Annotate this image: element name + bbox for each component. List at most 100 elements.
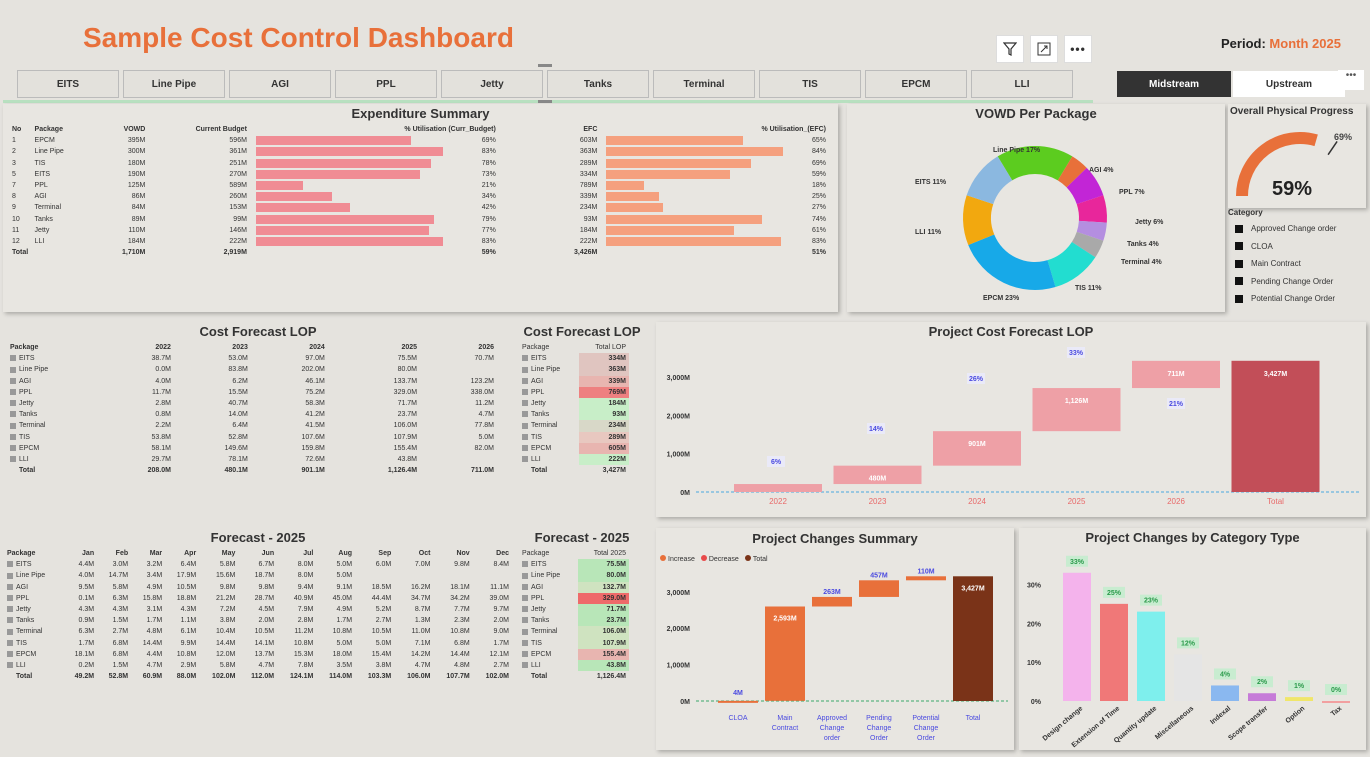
table-row[interactable]: Terminal 6.3M 2.7M 4.8M 6.1M 10.4M 10.5M 11.2M 1… bbox=[4, 626, 512, 637]
expand-icon[interactable] bbox=[10, 355, 16, 362]
category-legend-item[interactable]: Potential Change Order bbox=[1235, 290, 1366, 308]
table-row[interactable]: TIS 107.9M bbox=[519, 637, 629, 649]
table-row[interactable]: EITS 38.7M 53.0M 97.0M 75.5M 70.7M bbox=[7, 353, 497, 364]
table-row[interactable]: Line Pipe 4.0M 14.7M 3.4M 17.9M 15.6M 18.7M 8.0… bbox=[4, 570, 512, 581]
col-header[interactable]: VOWD bbox=[123, 126, 146, 134]
col-header[interactable]: Package bbox=[522, 550, 550, 558]
table-row[interactable]: 2 Line Pipe 300M 361M 83% 363M 84% bbox=[9, 146, 829, 157]
expand-icon[interactable] bbox=[522, 377, 528, 384]
table-row[interactable]: Line Pipe 363M bbox=[519, 364, 629, 376]
table-row[interactable]: TIS 1.7M 6.8M 14.4M 9.9M 14.4M 14.1M 10.8M 5.0M 5… bbox=[4, 638, 512, 649]
table-row[interactable]: 8 AGI 86M 260M 34% 339M 25% bbox=[9, 191, 829, 202]
category-legend-item[interactable]: Pending Change Order bbox=[1235, 273, 1366, 291]
expand-icon[interactable] bbox=[7, 650, 13, 657]
expand-icon[interactable] bbox=[522, 400, 528, 407]
table-row[interactable]: Line Pipe 80.0M bbox=[519, 570, 629, 582]
expand-icon[interactable] bbox=[522, 595, 528, 601]
expand-icon[interactable] bbox=[10, 456, 16, 463]
table-row[interactable]: Terminal 234M bbox=[519, 420, 629, 432]
col-header[interactable]: Nov bbox=[456, 550, 470, 558]
focus-mode-icon[interactable] bbox=[1030, 35, 1058, 63]
tab-jetty[interactable]: Jetty bbox=[441, 70, 543, 98]
expand-icon[interactable] bbox=[10, 411, 16, 418]
table-row[interactable]: Tanks 0.9M 1.5M 1.7M 1.1M 3.8M 2.0M 2.8M 1.7M 2.7… bbox=[4, 615, 512, 626]
tab-ppl[interactable]: PPL bbox=[335, 70, 437, 98]
table-row[interactable]: AGI 4.0M 6.2M 46.1M 133.7M 123.2M bbox=[7, 376, 497, 387]
table-row[interactable]: AGI 132.7M bbox=[519, 581, 629, 593]
toggle-midstream[interactable]: Midstream bbox=[1117, 71, 1231, 97]
expand-icon[interactable] bbox=[7, 583, 13, 590]
col-header[interactable]: Jul bbox=[303, 550, 314, 558]
expand-icon[interactable] bbox=[7, 639, 13, 646]
toggle-upstream[interactable]: Upstream bbox=[1233, 71, 1345, 97]
col-header[interactable]: Jun bbox=[261, 550, 275, 558]
tab-agi[interactable]: AGI bbox=[229, 70, 331, 98]
col-header[interactable]: 2022 bbox=[155, 344, 171, 352]
expand-icon[interactable] bbox=[522, 444, 528, 451]
expand-icon[interactable] bbox=[522, 572, 528, 579]
expand-icon[interactable] bbox=[522, 456, 528, 463]
table-row[interactable]: LLI 0.2M 1.5M 4.7M 2.9M 5.8M 4.7M 7.8M 3.5M 3.8M 4… bbox=[4, 660, 512, 671]
table-row[interactable]: Tanks 93M bbox=[519, 409, 629, 421]
expand-icon[interactable] bbox=[522, 561, 528, 568]
expand-icon[interactable] bbox=[7, 561, 13, 568]
col-header[interactable]: Sep bbox=[378, 550, 392, 558]
table-row[interactable]: PPL 11.7M 15.5M 75.2M 329.0M 338.0M bbox=[7, 387, 497, 398]
col-header[interactable]: Package bbox=[10, 344, 39, 352]
table-row[interactable]: 9 Terminal 84M 153M 42% 234M 27% bbox=[9, 202, 829, 213]
expand-icon[interactable] bbox=[522, 583, 528, 590]
expand-icon[interactable] bbox=[10, 433, 16, 440]
col-header[interactable]: Aug bbox=[338, 550, 353, 558]
col-header[interactable]: Total LOP bbox=[595, 344, 626, 352]
expand-icon[interactable] bbox=[522, 389, 528, 395]
table-row[interactable]: AGI 9.5M 5.8M 4.9M 10.5M 9.8M 9.8M 9.4M 9.1M 18.5… bbox=[4, 582, 512, 593]
col-header[interactable]: 2026 bbox=[478, 344, 494, 352]
expand-icon[interactable] bbox=[7, 572, 13, 579]
col-header[interactable]: Mar bbox=[149, 550, 163, 558]
tab-terminal[interactable]: Terminal bbox=[653, 70, 755, 98]
table-row[interactable]: 5 EITS 190M 270M 73% 334M 59% bbox=[9, 169, 829, 180]
table-row[interactable]: 12 LLI 184M 222M 83% 222M 83% bbox=[9, 236, 829, 247]
expand-icon[interactable] bbox=[10, 400, 16, 407]
table-row[interactable]: 1 EPCM 395M 596M 69% 603M 65% bbox=[9, 135, 829, 146]
tab-tanks[interactable]: Tanks bbox=[547, 70, 649, 98]
col-header[interactable]: Dec bbox=[496, 550, 509, 558]
col-header[interactable]: Package bbox=[522, 344, 550, 352]
total-row[interactable]: Total 1,126.4M bbox=[519, 671, 629, 682]
table-row[interactable]: LLI 29.7M 78.1M 72.6M 43.8M bbox=[7, 454, 497, 465]
table-row[interactable]: EPCM 155.4M bbox=[519, 648, 629, 660]
expand-icon[interactable] bbox=[522, 422, 528, 429]
expand-icon[interactable] bbox=[522, 606, 528, 613]
col-header[interactable]: 2024 bbox=[309, 344, 325, 352]
table-row[interactable]: PPL 0.1M 6.3M 15.8M 18.8M 21.2M 28.7M 40.9M 45.0… bbox=[4, 593, 512, 604]
table-row[interactable]: EITS 75.5M bbox=[519, 559, 629, 571]
col-header[interactable]: 2023 bbox=[232, 344, 248, 352]
table-row[interactable]: 7 PPL 125M 589M 21% 789M 18% bbox=[9, 180, 829, 191]
expand-icon[interactable] bbox=[10, 444, 16, 451]
filter-icon[interactable] bbox=[996, 35, 1024, 63]
expand-icon[interactable] bbox=[522, 650, 528, 657]
table-row[interactable]: PPL 769M bbox=[519, 386, 629, 398]
expand-icon[interactable] bbox=[10, 389, 16, 395]
total-row[interactable]: Total 3,427M bbox=[519, 465, 629, 476]
total-row[interactable]: Total 49.2M 52.8M 60.9M 88.0M 102.0M 112.0M 124… bbox=[4, 671, 512, 682]
table-row[interactable]: EITS 334M bbox=[519, 353, 629, 365]
table-row[interactable]: Line Pipe 0.0M 83.8M 202.0M 80.0M bbox=[7, 364, 497, 375]
table-row[interactable]: PPL 329.0M bbox=[519, 592, 629, 604]
expand-icon[interactable] bbox=[522, 355, 528, 362]
expand-icon[interactable] bbox=[7, 617, 13, 624]
table-row[interactable]: LLI 222M bbox=[519, 453, 629, 466]
expand-icon[interactable] bbox=[522, 639, 528, 646]
col-header[interactable]: Apr bbox=[184, 550, 197, 558]
table-row[interactable]: Tanks 0.8M 14.0M 41.2M 23.7M 4.7M bbox=[7, 409, 497, 420]
tab-epcm[interactable]: EPCM bbox=[865, 70, 967, 98]
expand-icon[interactable] bbox=[522, 628, 528, 635]
table-row[interactable]: Tanks 23.7M bbox=[519, 615, 629, 627]
col-header[interactable]: % Utilisation_(EFC) bbox=[761, 126, 826, 134]
tab-eits[interactable]: EITS bbox=[17, 70, 119, 98]
expand-icon[interactable] bbox=[10, 422, 16, 429]
category-legend-item[interactable]: CLOA bbox=[1235, 238, 1366, 256]
expand-icon[interactable] bbox=[7, 595, 13, 601]
expand-icon[interactable] bbox=[7, 606, 13, 613]
col-header[interactable]: Oct bbox=[418, 550, 431, 558]
